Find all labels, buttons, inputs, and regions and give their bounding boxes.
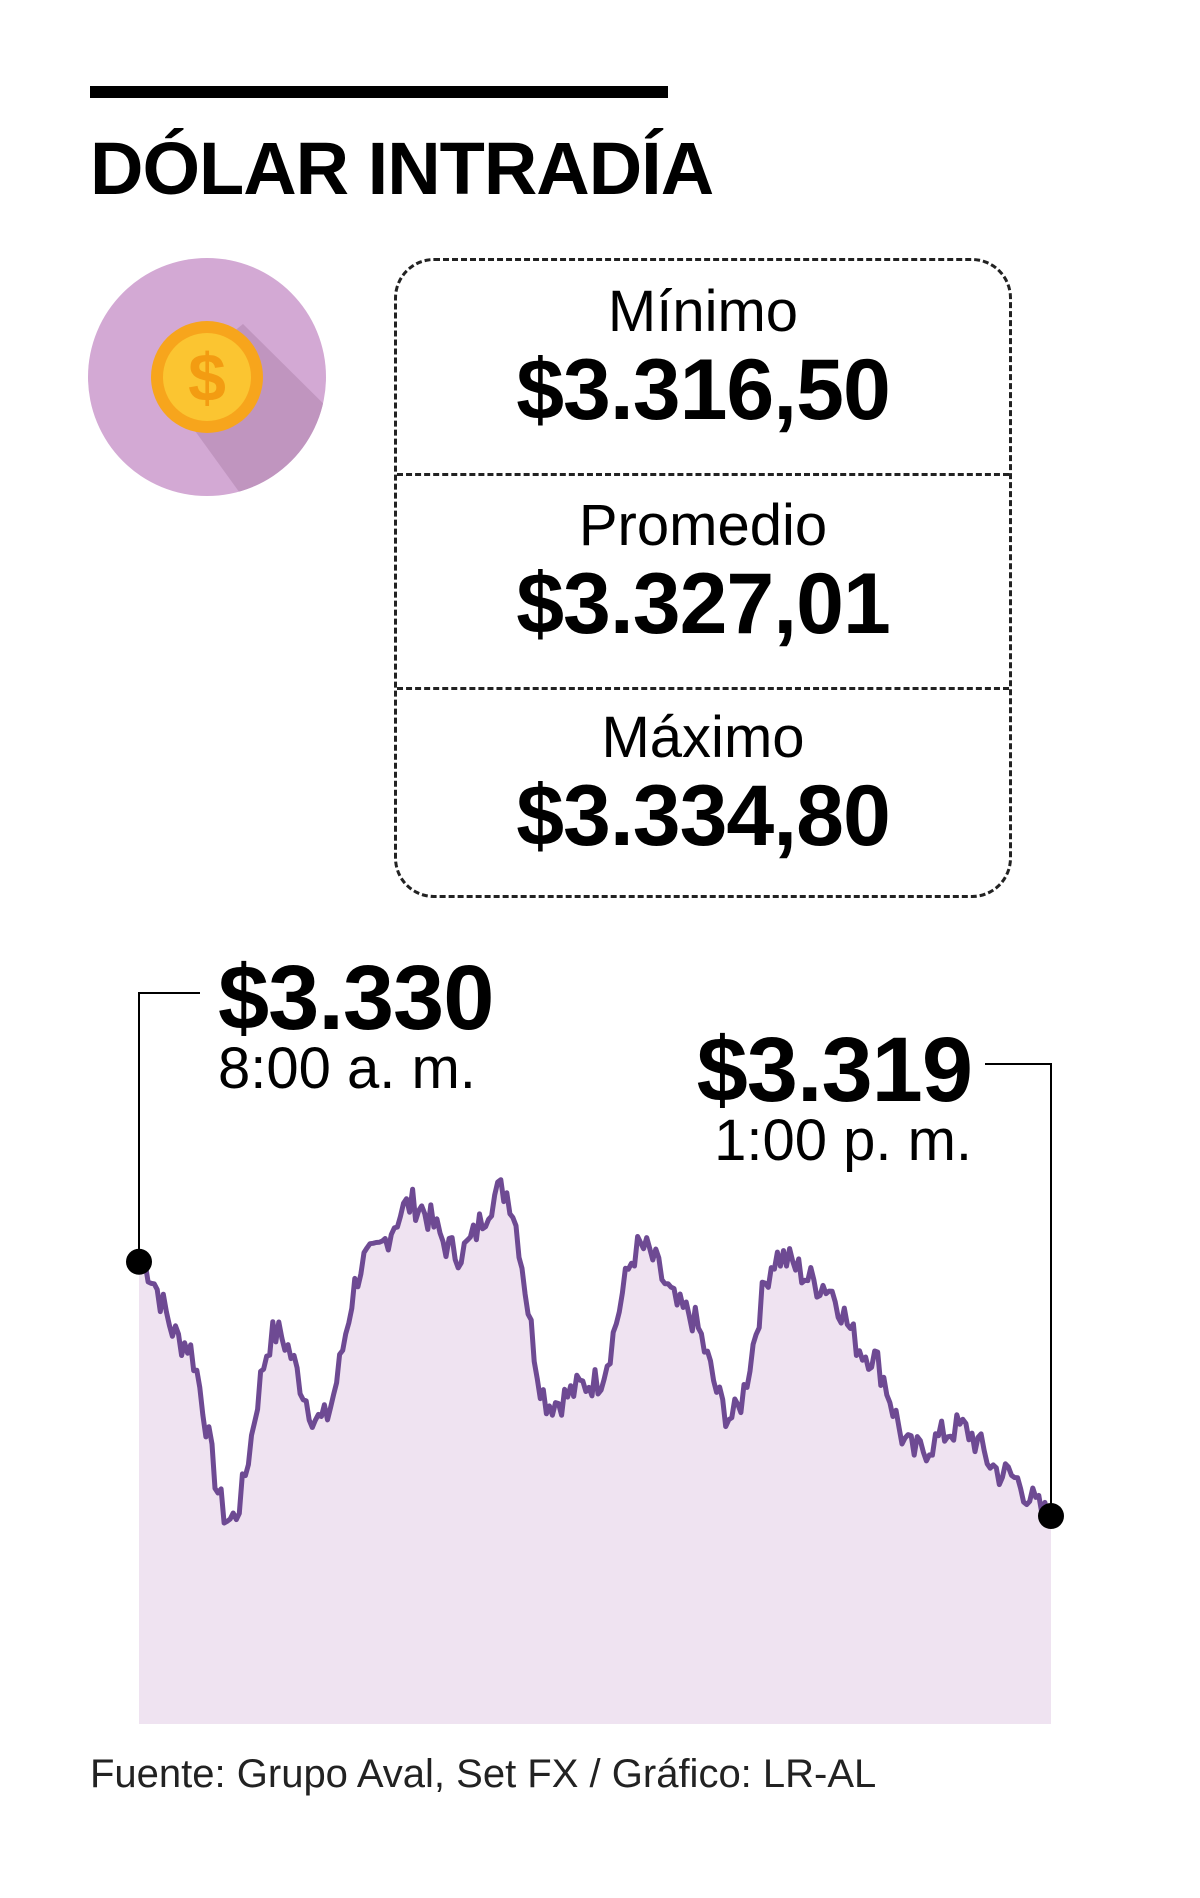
svg-text:$: $ (188, 340, 226, 416)
stats-box: Mínimo $3.316,50 Promedio $3.327,01 Máxi… (394, 258, 1012, 898)
stat-label: Promedio (578, 493, 828, 558)
start-time-label: 8:00 a. m. (218, 1036, 476, 1101)
source-note: Fuente: Grupo Aval, Set FX / Gráfico: LR… (90, 1752, 877, 1796)
start-leader-line (138, 992, 200, 1262)
top-rule (90, 86, 668, 98)
stats-divider (397, 473, 1009, 476)
stat-value: $3.334,80 (516, 768, 891, 864)
start-value-label: $3.330 (218, 947, 494, 1049)
chart-line (138, 1177, 1053, 1526)
stat-value: $3.316,50 (516, 342, 891, 438)
end-marker (1038, 1503, 1064, 1529)
start-marker (126, 1248, 152, 1275)
chart-area (139, 1179, 1051, 1724)
end-leader-line (985, 1063, 1052, 1516)
stat-average: Promedio $3.327,01 (397, 493, 1009, 652)
stat-label: Máximo (601, 705, 805, 770)
stat-minimum: Mínimo $3.316,50 (397, 279, 1009, 438)
end-value-label: $3.319 (696, 1019, 973, 1121)
end-time-label: 1:00 p. m. (714, 1108, 972, 1173)
stat-value: $3.327,01 (516, 556, 891, 652)
stat-maximum: Máximo $3.334,80 (397, 705, 1009, 864)
page-title: DÓLAR INTRADÍA (90, 127, 714, 210)
stats-divider (397, 687, 1009, 690)
stat-label: Mínimo (607, 279, 799, 344)
dollar-coin-icon: $ (88, 258, 326, 496)
